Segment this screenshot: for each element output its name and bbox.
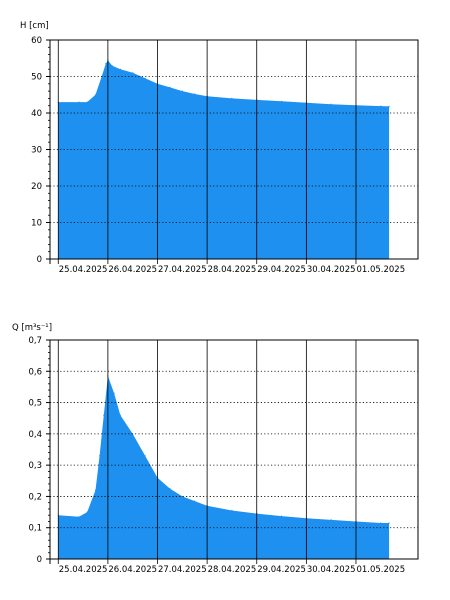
q-x-tick-label: 27.04.2025 — [158, 565, 207, 575]
h-data-point — [194, 93, 196, 95]
h-data-point — [111, 65, 113, 67]
h-data-point — [86, 101, 88, 103]
h-data-point — [281, 100, 283, 102]
h-x-tick-label: 30.04.2025 — [307, 265, 356, 275]
q-data-point — [103, 414, 105, 416]
h-data-point — [388, 105, 390, 107]
q-data-point — [86, 511, 88, 513]
q-data-point — [281, 515, 283, 517]
h-y-tick-label: 30 — [31, 146, 42, 156]
q-x-tick-label: 25.04.2025 — [59, 565, 108, 575]
q-data-point — [380, 522, 382, 524]
h-y-tick-label: 40 — [31, 109, 42, 119]
q-x-tick-label: 28.04.2025 — [208, 565, 257, 575]
q-x-tick-label: 30.04.2025 — [307, 565, 356, 575]
q-data-point — [99, 455, 101, 457]
q-y-axis-label: Q [m³s⁻¹] — [12, 323, 52, 333]
h-data-point — [132, 72, 134, 74]
h-data-point — [105, 63, 107, 65]
q-data-point — [194, 500, 196, 502]
q-data-point — [94, 489, 97, 491]
h-y-tick-label: 0 — [37, 255, 42, 265]
h-data-point — [119, 68, 121, 70]
q-chart-svg: 0 0,1 0,2 0,3 0,4 0,5 0,6 0,7 25.04.2025 26.04.20… — [12, 323, 419, 575]
q-data-point — [78, 516, 80, 518]
h-x-tick-label: 28.04.2025 — [208, 265, 257, 275]
q-x-tick-label: 26.04.2025 — [108, 565, 157, 575]
q-x-tick-label: 29.04.2025 — [257, 565, 306, 575]
h-data-point — [380, 105, 382, 107]
q-data-point — [169, 488, 171, 490]
q-x-tick-label: 01.05.2025 — [356, 565, 405, 575]
q-y-tick-label: 0,5 — [28, 399, 42, 409]
q-y-tick-label: 0,4 — [28, 430, 42, 440]
q-data-point — [388, 522, 390, 524]
q-plot-frame — [49, 339, 419, 560]
water-level-chart: 0 10 20 30 40 50 60 25.04.2025 26.04.2025 27.04.2… — [20, 21, 419, 275]
h-chart-svg: 0 10 20 30 40 50 60 25.04.2025 26.04.2025 27.04.2… — [20, 21, 419, 275]
q-y-tick-label: 0,7 — [28, 336, 42, 346]
h-y-tick-label: 60 — [31, 36, 42, 46]
h-data-point — [94, 94, 97, 96]
h-x-tick-label: 29.04.2025 — [257, 265, 306, 275]
q-series-area-0 — [58, 376, 390, 559]
h-data-point — [78, 101, 80, 103]
h-data-point — [330, 103, 332, 105]
h-y-tick-label: 50 — [31, 73, 42, 83]
q-data-point — [113, 392, 115, 394]
q-data-point — [119, 414, 121, 416]
q-y-tick-label: 0,1 — [28, 524, 42, 534]
h-x-tick-label: 25.04.2025 — [59, 265, 108, 275]
q-y-tick-label: 0 — [37, 555, 42, 565]
h-data-point — [144, 77, 146, 79]
q-data-point — [330, 519, 332, 521]
q-y-tick-label: 0,6 — [28, 367, 42, 377]
h-data-point — [181, 90, 183, 92]
h-x-tick-label: 26.04.2025 — [108, 265, 157, 275]
h-data-point — [169, 86, 171, 88]
q-data-point — [144, 455, 146, 457]
h-y-tick-label: 20 — [31, 182, 42, 192]
h-plot-frame — [49, 39, 419, 260]
q-data-point — [231, 509, 233, 512]
q-y-tick-label: 0,3 — [28, 461, 42, 471]
h-y-tick-label: 10 — [31, 219, 42, 229]
discharge-chart: 0 0,1 0,2 0,3 0,4 0,5 0,6 0,7 25.04.2025 26.04.20… — [0, 300, 450, 600]
h-data-point — [231, 97, 233, 99]
q-data-point — [181, 495, 183, 497]
h-x-tick-label: 27.04.2025 — [158, 265, 207, 275]
h-x-tick-label: 01.05.2025 — [356, 265, 405, 275]
h-y-axis-label: H [cm] — [20, 21, 49, 31]
q-y-tick-label: 0,2 — [28, 492, 42, 502]
